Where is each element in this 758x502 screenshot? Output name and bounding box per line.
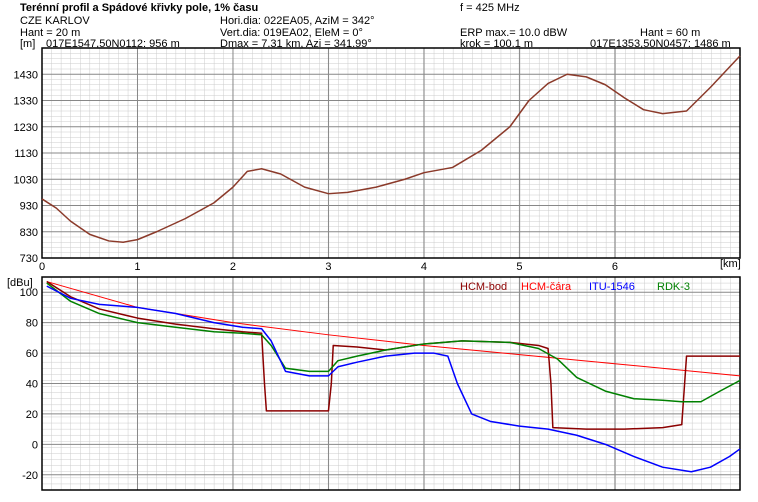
svg-text:HCM-bod: HCM-bod [460, 281, 507, 293]
svg-text:-20: -20 [22, 470, 38, 482]
y-unit-bot: [dBu] [7, 277, 33, 289]
field-curves-chart: -20 0 20 40 60 80 100 HCM-bod HCM-čára ITU-1546 RD… [0, 0, 758, 502]
svg-text:60: 60 [26, 348, 38, 360]
svg-text:80: 80 [26, 318, 38, 330]
svg-text:RDK-3: RDK-3 [657, 281, 690, 293]
svg-text:HCM-čára: HCM-čára [521, 281, 572, 293]
svg-text:0: 0 [32, 439, 38, 451]
x-unit: [km] [720, 258, 741, 270]
svg-text:ITU-1546: ITU-1546 [589, 281, 635, 293]
svg-text:100: 100 [20, 287, 38, 299]
svg-text:40: 40 [26, 379, 38, 391]
svg-text:20: 20 [26, 409, 38, 421]
